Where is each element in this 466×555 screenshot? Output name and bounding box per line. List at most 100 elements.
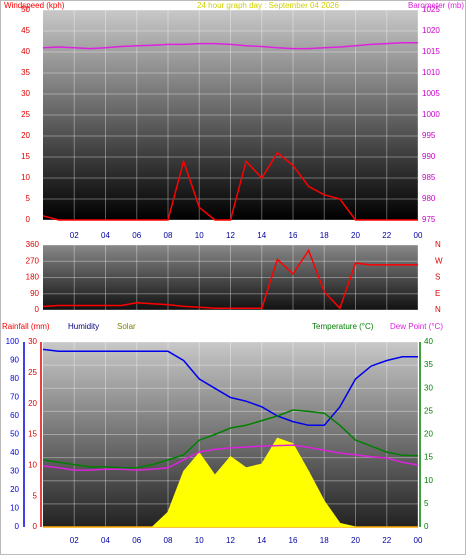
y2-tick-label: 975 bbox=[422, 215, 436, 224]
y-tick-label: 35 bbox=[21, 68, 30, 77]
line bbox=[42, 42, 418, 50]
y3-tick-label: 15 bbox=[28, 430, 37, 439]
y2-tick-label: 995 bbox=[422, 131, 436, 140]
x-tick-label: 08 bbox=[164, 536, 173, 545]
y2-tick-label: N bbox=[435, 240, 441, 249]
y2-tick-label: 35 bbox=[424, 360, 433, 369]
y-tick-label: 60 bbox=[10, 411, 19, 420]
series-name: Rainfall (mm) bbox=[2, 322, 50, 331]
y-tick-label: 10 bbox=[21, 173, 30, 182]
y2-tick-label: 0 bbox=[424, 522, 429, 531]
y-tick-label: 0 bbox=[15, 522, 20, 531]
y3-tick-label: 0 bbox=[33, 522, 38, 531]
y-tick-label: 180 bbox=[26, 273, 40, 282]
y2-tick-label: 1005 bbox=[422, 89, 440, 98]
x-tick-label: 18 bbox=[320, 231, 329, 240]
y-tick-label: 10 bbox=[10, 504, 19, 513]
y2-tick-label: 25 bbox=[424, 406, 433, 415]
y2-tick-label: 1020 bbox=[422, 26, 440, 35]
y3-tick-label: 20 bbox=[28, 399, 37, 408]
series-name: Temperature (°C) bbox=[312, 322, 374, 331]
chart-title: 24 hour graph day : September 04 2026 bbox=[197, 1, 339, 10]
x-tick-label: 02 bbox=[70, 231, 79, 240]
y3-tick-label: 5 bbox=[33, 491, 38, 500]
y-tick-label: 45 bbox=[21, 26, 30, 35]
y-tick-label: 5 bbox=[26, 194, 31, 203]
y2-tick-label: 990 bbox=[422, 152, 436, 161]
y-tick-label: 50 bbox=[10, 430, 19, 439]
x-tick-label: 04 bbox=[101, 231, 110, 240]
series-name: Barometer (mb) bbox=[408, 1, 464, 10]
y-tick-label: 360 bbox=[26, 240, 40, 249]
x-tick-label: 06 bbox=[132, 231, 141, 240]
y2-tick-label: 15 bbox=[424, 453, 433, 462]
y-tick-label: 70 bbox=[10, 393, 19, 402]
y-tick-label: 0 bbox=[26, 215, 31, 224]
y2-tick-label: 20 bbox=[424, 430, 433, 439]
y2-tick-label: S bbox=[435, 273, 440, 282]
y-tick-label: 100 bbox=[6, 337, 20, 346]
x-tick-label: 06 bbox=[132, 536, 141, 545]
y2-tick-label: E bbox=[435, 289, 440, 298]
y2-tick-label: 30 bbox=[424, 383, 433, 392]
x-tick-label: 16 bbox=[289, 231, 298, 240]
y-tick-label: 40 bbox=[10, 448, 19, 457]
y-tick-label: 80 bbox=[10, 374, 19, 383]
y2-tick-label: 1000 bbox=[422, 110, 440, 119]
x-tick-label: 10 bbox=[195, 231, 204, 240]
series-name: Dew Point (°C) bbox=[390, 322, 443, 331]
y2-tick-label: W bbox=[435, 256, 443, 265]
y-tick-label: 90 bbox=[30, 289, 39, 298]
y-tick-label: 20 bbox=[10, 485, 19, 494]
plot-background bbox=[43, 245, 418, 310]
y2-tick-label: 1010 bbox=[422, 68, 440, 77]
line bbox=[42, 248, 418, 310]
y3-tick-label: 25 bbox=[28, 368, 37, 377]
line bbox=[42, 348, 418, 427]
series-name: Solar bbox=[117, 322, 136, 331]
y2-tick-label: 1025 bbox=[422, 5, 440, 14]
y2-tick-label: 1015 bbox=[422, 47, 440, 56]
x-tick-label: 00 bbox=[414, 231, 423, 240]
x-tick-label: 02 bbox=[70, 536, 79, 545]
x-tick-label: 20 bbox=[351, 536, 360, 545]
x-tick-label: 20 bbox=[351, 231, 360, 240]
y-tick-label: 30 bbox=[21, 89, 30, 98]
x-tick-label: 12 bbox=[226, 231, 235, 240]
x-tick-label: 22 bbox=[382, 536, 391, 545]
x-tick-label: 10 bbox=[195, 536, 204, 545]
x-tick-label: 04 bbox=[101, 536, 110, 545]
y-tick-label: 20 bbox=[21, 131, 30, 140]
y2-tick-label: 10 bbox=[424, 476, 433, 485]
x-tick-label: 22 bbox=[382, 231, 391, 240]
x-tick-label: 08 bbox=[164, 231, 173, 240]
series-name: Windspeed (kph) bbox=[4, 1, 65, 10]
line bbox=[42, 409, 419, 469]
y-tick-label: 25 bbox=[21, 110, 30, 119]
x-tick-label: 14 bbox=[257, 536, 266, 545]
y-tick-label: 30 bbox=[10, 467, 19, 476]
y-tick-label: 15 bbox=[21, 152, 30, 161]
y-tick-label: 0 bbox=[35, 305, 40, 314]
y3-tick-label: 30 bbox=[28, 337, 37, 346]
y2-tick-label: 985 bbox=[422, 173, 436, 182]
y2-tick-label: 40 bbox=[424, 337, 433, 346]
y3-tick-label: 10 bbox=[28, 460, 37, 469]
series-name: Humidity bbox=[68, 322, 99, 331]
y-tick-label: 50 bbox=[21, 5, 30, 14]
x-tick-label: 00 bbox=[414, 536, 423, 545]
area bbox=[43, 437, 418, 528]
x-tick-label: 16 bbox=[289, 536, 298, 545]
x-tick-label: 12 bbox=[226, 536, 235, 545]
y-tick-label: 90 bbox=[10, 356, 19, 365]
y2-tick-label: 980 bbox=[422, 194, 436, 203]
y-tick-label: 40 bbox=[21, 47, 30, 56]
y2-tick-label: N bbox=[435, 305, 441, 314]
line bbox=[42, 151, 418, 221]
x-tick-label: 14 bbox=[257, 231, 266, 240]
x-tick-label: 18 bbox=[320, 536, 329, 545]
line bbox=[42, 444, 419, 471]
y-tick-label: 270 bbox=[26, 256, 40, 265]
y2-tick-label: 5 bbox=[424, 499, 429, 508]
